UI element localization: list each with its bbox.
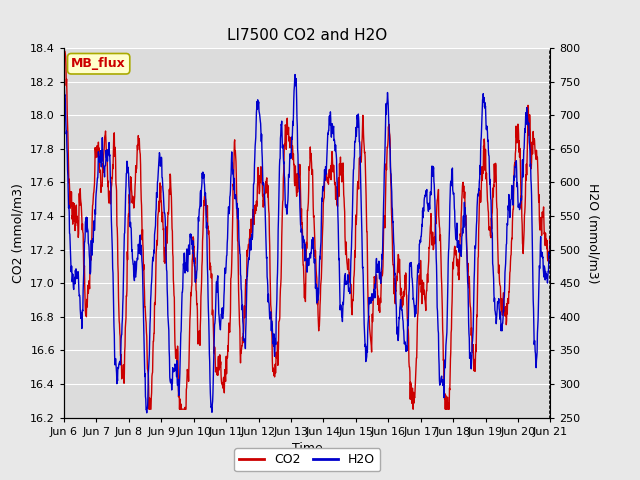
Y-axis label: H2O (mmol/m3): H2O (mmol/m3) [587, 182, 600, 283]
Text: MB_flux: MB_flux [71, 57, 126, 70]
Y-axis label: CO2 (mmol/m3): CO2 (mmol/m3) [12, 183, 24, 283]
X-axis label: Time: Time [292, 442, 323, 455]
Legend: CO2, H2O: CO2, H2O [234, 448, 380, 471]
Title: LI7500 CO2 and H2O: LI7500 CO2 and H2O [227, 28, 387, 43]
